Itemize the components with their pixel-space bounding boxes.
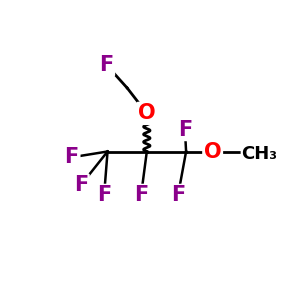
Text: CH₃: CH₃ — [242, 145, 278, 163]
Text: O: O — [204, 142, 221, 161]
Text: F: F — [64, 147, 79, 167]
Text: F: F — [178, 120, 192, 140]
Text: F: F — [134, 185, 148, 206]
Text: F: F — [99, 55, 113, 75]
Text: F: F — [74, 175, 88, 195]
Text: O: O — [138, 103, 156, 123]
Text: F: F — [171, 185, 185, 206]
Text: F: F — [97, 185, 111, 206]
